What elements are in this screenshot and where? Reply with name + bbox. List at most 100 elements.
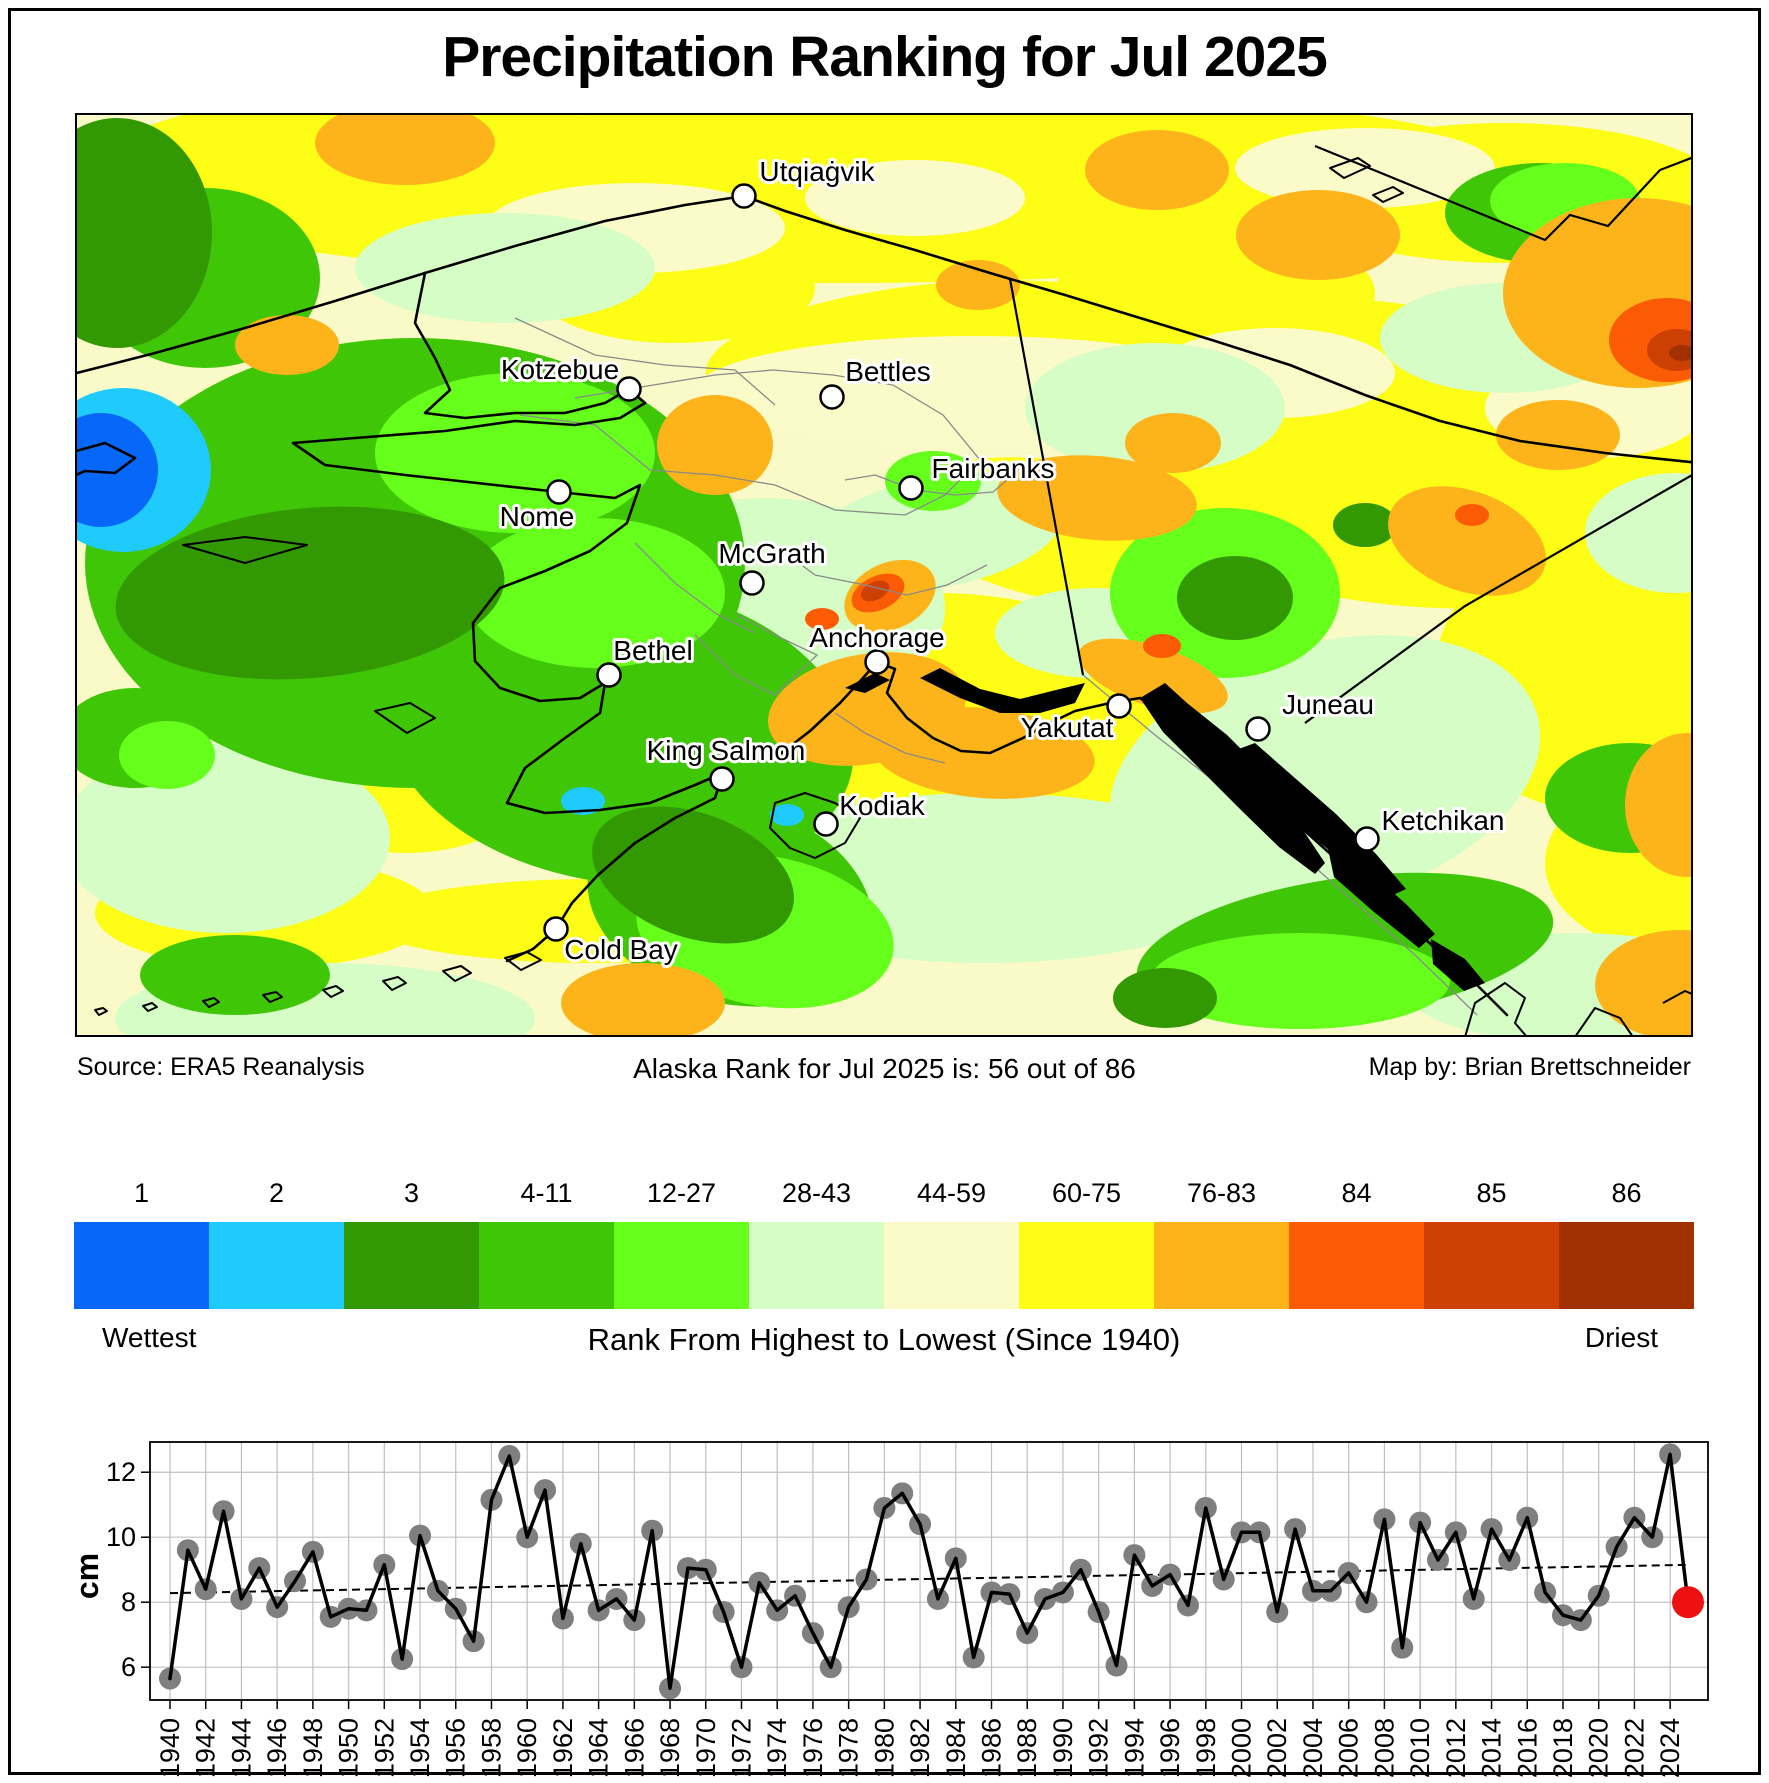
xtick-label-1942: 1942: [191, 1718, 221, 1778]
rank-region-blob: [1333, 503, 1397, 547]
precipitation-line: [168, 1452, 1690, 1691]
rank-region-blob: [1669, 345, 1693, 361]
driest-label: Driest: [1584, 1322, 1658, 1353]
xtick-label-1972: 1972: [726, 1718, 756, 1778]
xtick-label-2014: 2014: [1477, 1718, 1507, 1778]
borough-boundary: [634, 542, 756, 634]
xtick-label-1964: 1964: [584, 1718, 614, 1778]
island-outline: [769, 792, 861, 859]
island-outline: [504, 951, 542, 971]
borough-boundary: [834, 712, 946, 764]
xtick-label-1980: 1980: [869, 1718, 899, 1778]
ytick-label-8: 8: [121, 1587, 136, 1617]
ytick-label-12: 12: [106, 1457, 136, 1487]
xtick-label-1988: 1988: [1012, 1718, 1042, 1778]
city-marker-utqia-vik: [731, 183, 757, 209]
rank-region-blob: [936, 260, 1020, 310]
rank-region-blob: [235, 315, 339, 375]
island-outline: [202, 997, 220, 1008]
city-marker-mcgrath: [739, 570, 765, 596]
island-outline: [374, 702, 436, 734]
xtick-label-2008: 2008: [1369, 1718, 1399, 1778]
city-label-juneau: Juneau: [1282, 689, 1374, 720]
rank-region-blob: [1455, 504, 1489, 526]
rank-region-blob: [1585, 473, 1693, 593]
data-point-current-2025: [1672, 1586, 1704, 1619]
city-marker-nome: [546, 479, 572, 505]
borough-boundary: [844, 474, 1014, 496]
timeseries-chart: 1940 1942 1944 1946 1948 1950 1952 1954 1956 1958…: [69, 1441, 1709, 1778]
city-marker-bettles: [819, 384, 845, 410]
xtick-label-2000: 2000: [1227, 1718, 1257, 1778]
island-outline: [94, 1007, 108, 1016]
city-marker-king-salmon: [709, 766, 735, 792]
rank-region-blob: [119, 721, 215, 789]
xtick-label-1974: 1974: [762, 1718, 792, 1778]
rank-region-blob: [592, 806, 794, 944]
colorbar-tick-2: 2: [268, 1178, 285, 1208]
colorbar-tick-76-83: 76-83: [1186, 1178, 1257, 1208]
colorbar-segment-12-27: [614, 1222, 749, 1309]
rank-region-blob: [1085, 130, 1229, 210]
xtick-label-1946: 1946: [262, 1718, 292, 1778]
xtick-label-2012: 2012: [1441, 1718, 1471, 1778]
rank-region-blob: [75, 743, 390, 933]
colorbar-segment-84: [1289, 1222, 1424, 1309]
rank-region-blob: [75, 118, 212, 348]
colorbar-tick-labels: 1 2 3 4-11 12-27 28-43 44-59 60-75 76-83 84 85 86: [74, 1178, 1694, 1209]
xtick-label-1992: 1992: [1084, 1718, 1114, 1778]
city-label-nome: Nome: [500, 501, 575, 532]
xtick-label-1952: 1952: [369, 1718, 399, 1778]
rank-region-blob: [561, 963, 725, 1037]
xtick-label-1950: 1950: [334, 1718, 364, 1778]
xtick-label-2018: 2018: [1548, 1718, 1578, 1778]
city-label-kodiak: Kodiak: [839, 790, 926, 821]
rank-region-blob: [806, 474, 1064, 592]
source-caption: Source: ERA5 Reanalysis: [77, 1053, 365, 1081]
city-label-bettles: Bettles: [845, 356, 931, 387]
xtick-label-1960: 1960: [512, 1718, 542, 1778]
island-outline: [1464, 982, 1528, 1037]
colorbar-segment-60-75: [1019, 1222, 1154, 1309]
colorbar: [74, 1222, 1694, 1309]
xtick-label-1984: 1984: [941, 1718, 971, 1778]
colorbar-tick-3: 3: [403, 1178, 420, 1208]
city-label-yakutat: Yakutat: [1021, 712, 1114, 743]
borough-boundary: [519, 369, 981, 516]
city-marker-anchorage: [864, 649, 890, 675]
xtick-label-1944: 1944: [226, 1718, 256, 1778]
rank-region-blob: [375, 373, 655, 533]
coastline: [75, 441, 137, 477]
colorbar-segment-2: [209, 1222, 344, 1309]
rank-region-blob: [1625, 733, 1693, 877]
island-outline: [382, 976, 407, 991]
map-frame: [75, 113, 1693, 1037]
xtick-label-1940: 1940: [155, 1718, 185, 1778]
colorbar-segment-1: [74, 1222, 209, 1309]
xtick-label-1954: 1954: [405, 1718, 435, 1778]
colorbar-tick-86: 86: [1611, 1178, 1642, 1208]
city-label-utqia-vik: Utqiaġvik: [759, 156, 875, 187]
xtick-label-2004: 2004: [1298, 1718, 1328, 1778]
colorbar-tick-1: 1: [133, 1178, 150, 1208]
xtick-label-1986: 1986: [977, 1718, 1007, 1778]
alaska-precipitation-map: Utqiaġvik Kotzebue Bettles Nome Fairbanks McG…: [75, 113, 1693, 1037]
xtick-label-1966: 1966: [619, 1718, 649, 1778]
xtick-label-1990: 1990: [1048, 1718, 1078, 1778]
xtick-label-2020: 2020: [1584, 1718, 1614, 1778]
rank-region-blob: [561, 787, 605, 815]
credit-caption: Map by: Brian Brettschneider: [1368, 1053, 1691, 1081]
rank-region-blob: [1078, 638, 1228, 714]
colorbar-tick-44-59: 44-59: [916, 1178, 987, 1208]
borough-boundary: [694, 614, 819, 696]
xtick-label-1970: 1970: [691, 1718, 721, 1778]
xtick-label-2022: 2022: [1619, 1718, 1649, 1778]
rank-region-blob: [1496, 400, 1620, 470]
city-marker-ketchikan: [1354, 826, 1380, 852]
political-border: [1304, 473, 1693, 724]
city-label-fairbanks: Fairbanks: [932, 453, 1055, 484]
xtick-label-1976: 1976: [798, 1718, 828, 1778]
rank-region-blob: [1113, 968, 1217, 1028]
rank-caption: Alaska Rank for Jul 2025 is: 56 out of 8…: [633, 1053, 1136, 1084]
